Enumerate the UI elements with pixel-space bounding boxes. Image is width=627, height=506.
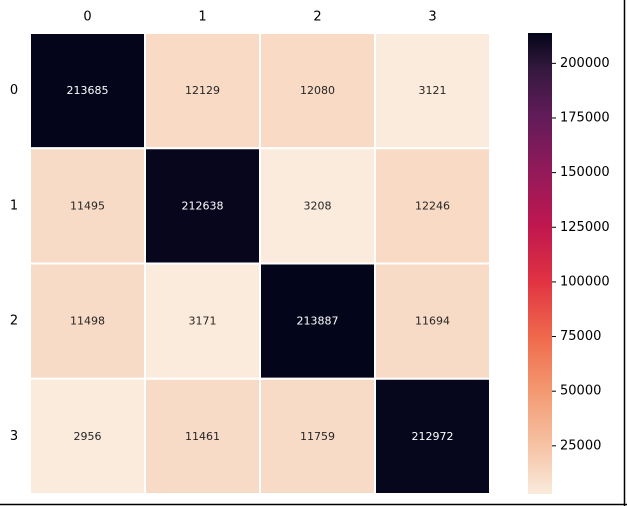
- colorbar-tick-label-4: 125000: [560, 220, 610, 235]
- y-tick-label-1: 1: [10, 198, 18, 213]
- heatmap-cell-r2-c1: [144, 262, 261, 380]
- cell-value-r0-c2: 12080: [300, 84, 335, 97]
- cell-value-r1-c2: 3208: [304, 199, 332, 212]
- cell-value-r3-c2: 11759: [300, 430, 335, 443]
- cell-value-r2-c2: 213887: [297, 315, 339, 328]
- colorbar-tick-label-1: 50000: [560, 384, 601, 399]
- cell-value-r1-c1: 212638: [182, 199, 224, 212]
- heatmap-cell-r0-c3: [374, 32, 491, 150]
- cell-value-r3-c1: 11461: [185, 430, 220, 443]
- y-tick-label-0: 0: [10, 83, 18, 98]
- colorbar-tick-label-2: 75000: [560, 329, 601, 344]
- colorbar-tick-label-3: 100000: [560, 274, 610, 289]
- x-axis-ticks: 0 1 2 3: [83, 10, 436, 25]
- cell-value-r2-c1: 3171: [189, 315, 217, 328]
- heatmap-cell-r1-c1: [144, 147, 261, 265]
- cell-value-r0-c1: 12129: [185, 84, 220, 97]
- colorbar-tick-label-0: 25000: [560, 438, 601, 453]
- heatmap-cell-r3-c0: [29, 377, 146, 495]
- cell-value-r0-c0: 213685: [67, 84, 109, 97]
- x-tick-label-2: 2: [313, 10, 321, 25]
- heatmap-cell-r1-c3: [374, 147, 491, 265]
- cell-value-r2-c0: 11498: [70, 315, 105, 328]
- heatmap-cell-r0-c1: [144, 32, 261, 150]
- y-tick-label-2: 2: [10, 314, 18, 329]
- colorbar-tick-label-7: 200000: [560, 56, 610, 71]
- x-tick-label-0: 0: [83, 10, 91, 25]
- cell-value-r1-c3: 12246: [415, 199, 450, 212]
- y-tick-label-3: 3: [10, 429, 18, 444]
- heatmap-cell-r3-c3: [374, 377, 491, 495]
- heatmap-cell-r3-c1: [144, 377, 261, 495]
- heatmap-cell-r0-c2: [259, 32, 376, 150]
- x-tick-label-3: 3: [428, 10, 436, 25]
- colorbar: [528, 33, 552, 494]
- cell-value-r0-c3: 3121: [419, 84, 447, 97]
- cell-value-r2-c3: 11694: [415, 315, 450, 328]
- cell-value-r3-c0: 2956: [74, 430, 102, 443]
- colorbar-ticks: 25000 50000 75000 100000 125000 150000 175000 2…: [552, 56, 610, 453]
- colorbar-tick-label-6: 175000: [560, 110, 610, 125]
- heatmap-cell-r2-c3: [374, 262, 491, 380]
- x-tick-label-1: 1: [198, 10, 206, 25]
- heatmap-cells: 213685 12129 12080 3121 11495 212638 3208 12246…: [29, 32, 491, 495]
- cell-value-r3-c3: 212972: [412, 430, 454, 443]
- colorbar-tick-label-5: 150000: [560, 165, 610, 180]
- cell-value-r1-c0: 11495: [70, 199, 105, 212]
- y-axis-ticks: 0 1 2 3: [10, 83, 18, 444]
- heatmap-cell-r0-c0: [29, 32, 146, 150]
